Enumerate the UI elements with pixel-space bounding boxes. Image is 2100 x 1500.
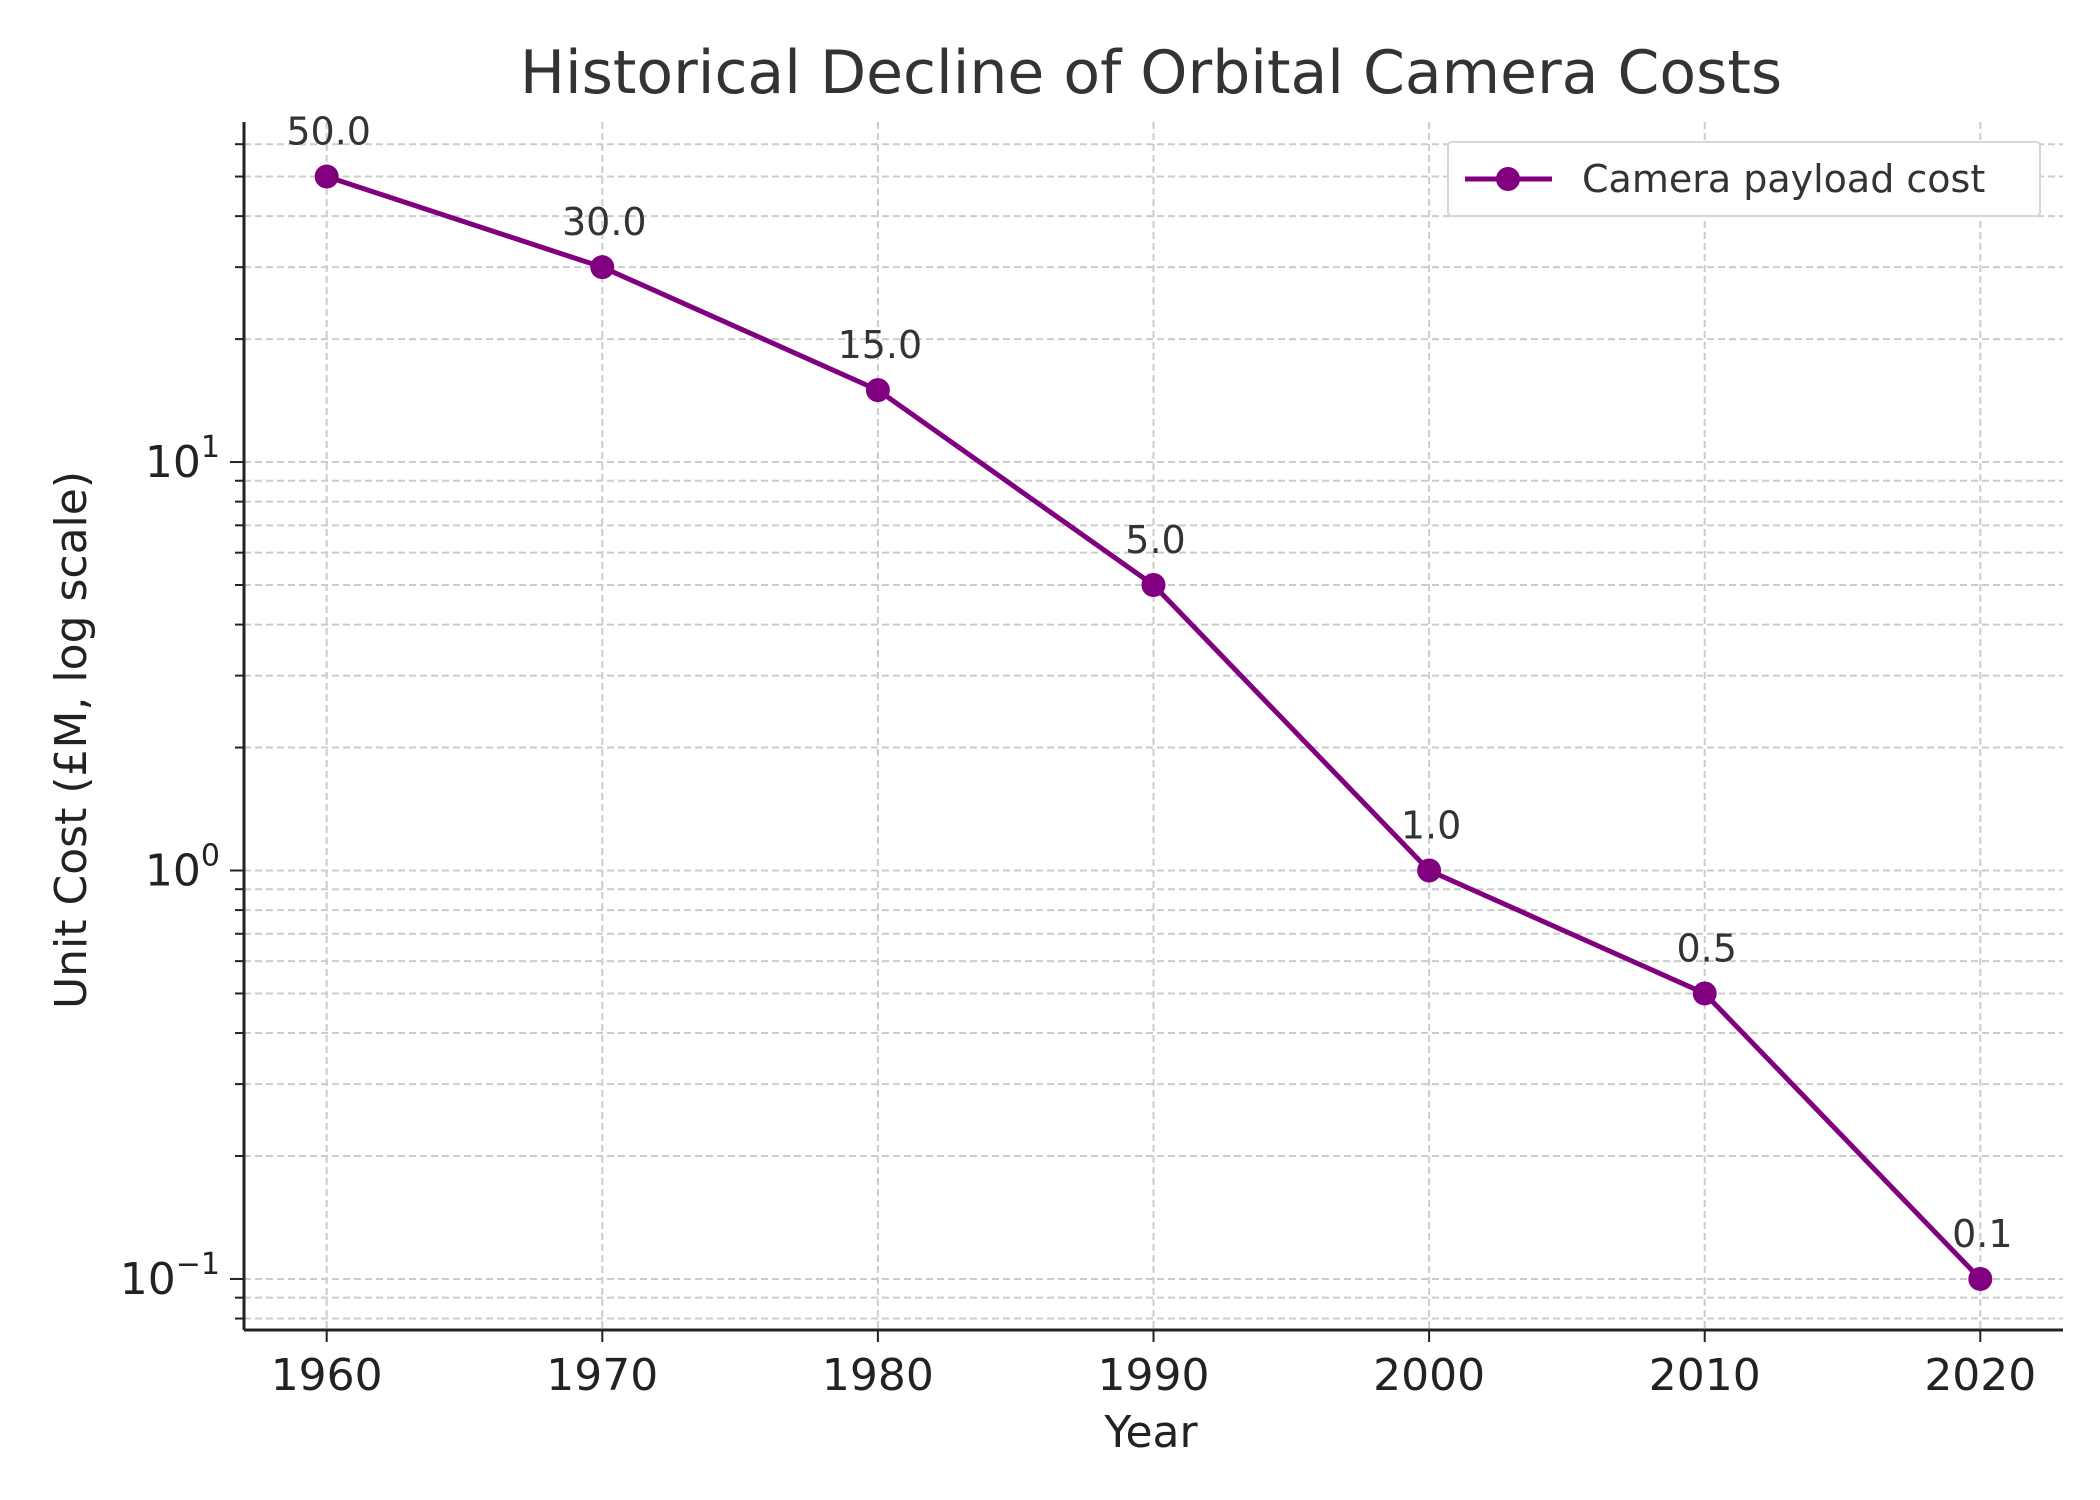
data-label: 5.0 xyxy=(1125,518,1185,562)
y-axis-title: Unit Cost (£M, log scale) xyxy=(46,471,97,1009)
data-point xyxy=(590,255,615,280)
x-tick-label: 1970 xyxy=(546,1350,658,1401)
legend: Camera payload cost xyxy=(1447,141,2041,217)
data-label: 1.0 xyxy=(1401,804,1461,848)
x-tick-label: 2010 xyxy=(1649,1350,1761,1401)
y-tick-label: 10−1 xyxy=(120,1247,220,1305)
y-tick-label: 100 xyxy=(145,839,220,897)
x-axis-title: Year xyxy=(1103,1407,1198,1458)
chart-title: Historical Decline of Orbital Camera Cos… xyxy=(520,38,1782,108)
data-point xyxy=(1968,1266,1993,1291)
x-tick-label: 2000 xyxy=(1373,1350,1485,1401)
data-point xyxy=(1692,981,1717,1006)
x-tick-label: 1990 xyxy=(1098,1350,1210,1401)
x-tick-label: 2020 xyxy=(1924,1350,2036,1401)
data-label: 0.1 xyxy=(1952,1212,2012,1256)
data-point xyxy=(865,378,890,403)
data-labels: 50.0 30.0 15.0 5.0 1.0 0.5 0.1 xyxy=(286,110,2012,1256)
data-point xyxy=(314,164,339,189)
data-point xyxy=(1417,858,1442,883)
data-label: 0.5 xyxy=(1676,926,1736,970)
y-tick-label: 101 xyxy=(145,430,220,488)
x-tick-label: 1980 xyxy=(822,1350,934,1401)
data-label: 30.0 xyxy=(562,200,647,244)
data-label: 50.0 xyxy=(286,110,371,154)
legend-label: Camera payload cost xyxy=(1582,157,1985,201)
x-tick-label: 1960 xyxy=(271,1350,383,1401)
axes: 1960 1970 1980 1990 2000 2010 2020 10−1 100 101 xyxy=(120,122,2063,1401)
grid xyxy=(244,122,2063,1330)
data-label: 15.0 xyxy=(838,323,923,367)
data-point xyxy=(1141,573,1166,598)
legend-frame xyxy=(1447,141,2041,217)
legend-marker xyxy=(1496,167,1520,191)
series-layer xyxy=(314,164,1993,1291)
